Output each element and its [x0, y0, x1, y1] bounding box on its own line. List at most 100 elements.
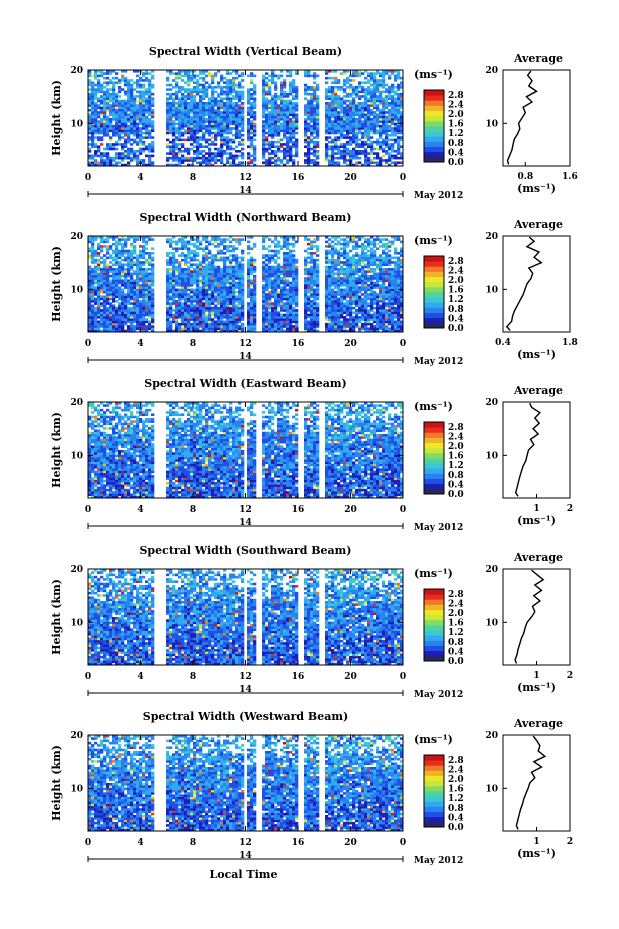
heatmap-cell	[136, 265, 140, 269]
heatmap-cell	[199, 83, 203, 87]
heatmap-cell	[88, 300, 92, 303]
heatmap-cell	[103, 272, 107, 276]
heatmap-cell	[232, 81, 236, 85]
heatmap-cell	[148, 122, 152, 126]
heatmap-cell	[289, 111, 293, 114]
heatmap-cell	[313, 76, 317, 80]
heatmap-cell	[103, 300, 107, 303]
heatmap-cell	[112, 76, 116, 80]
heatmap-cell	[118, 152, 122, 155]
heatmap-cell	[250, 293, 254, 296]
heatmap-cell	[334, 115, 338, 119]
heatmap-cell	[313, 97, 317, 101]
heatmap-cell	[217, 152, 221, 155]
heatmap-cell	[190, 281, 194, 285]
heatmap-cell	[178, 86, 182, 89]
heatmap-cell	[379, 115, 383, 119]
heatmap-cell	[316, 122, 320, 126]
heatmap-cell	[226, 156, 230, 160]
heatmap-cell	[400, 81, 404, 85]
heatmap-cell	[172, 256, 176, 260]
heatmap-cell	[169, 274, 173, 278]
heatmap-cell	[232, 272, 236, 276]
heatmap-cell	[91, 154, 95, 158]
heatmap-cell	[175, 258, 179, 262]
heatmap-cell	[274, 325, 278, 328]
heatmap-cell	[196, 309, 200, 312]
heatmap-cell	[169, 108, 173, 112]
heatmap-cell	[274, 95, 278, 98]
heatmap-cell	[250, 306, 254, 310]
heatmap-cell	[355, 131, 359, 135]
heatmap-cell	[283, 111, 287, 114]
heatmap-cell	[196, 268, 200, 271]
heatmap-cell	[217, 81, 221, 85]
heatmap-cell	[208, 108, 212, 112]
heatmap-cell	[106, 122, 110, 126]
heatmap-cell	[331, 161, 335, 165]
heatmap-cell	[223, 90, 227, 94]
heatmap-cell	[208, 72, 212, 75]
heatmap-cell	[226, 90, 230, 94]
heatmap-cell	[172, 261, 176, 264]
heatmap-cell	[229, 120, 233, 123]
heatmap-cell	[88, 236, 92, 239]
heatmap-cell	[262, 270, 266, 273]
heatmap-cell	[370, 131, 374, 135]
heatmap-cell	[187, 92, 191, 96]
heatmap-cell	[361, 120, 365, 123]
heatmap-cell	[103, 279, 107, 283]
heatmap-cell	[346, 108, 350, 112]
heatmap-cell	[217, 295, 221, 299]
heatmap-cell	[265, 279, 269, 283]
panel-2: Spectral Width (Northward Beam)1020Heigh…	[50, 211, 578, 367]
heatmap-cell	[286, 99, 290, 103]
heatmap-cell	[223, 327, 227, 331]
heatmap-cell	[112, 99, 116, 103]
heatmap-cell	[313, 145, 317, 149]
heatmap-cell	[328, 86, 332, 89]
heatmap-cell	[145, 240, 149, 244]
heatmap-cell	[172, 156, 176, 160]
heatmap-cell	[127, 152, 131, 155]
heatmap-cell	[370, 102, 374, 105]
heatmap-cell	[187, 277, 191, 280]
heatmap-cell	[124, 113, 128, 117]
heatmap-cell	[229, 138, 233, 142]
heatmap-cell	[355, 140, 359, 144]
heatmap-cell	[166, 277, 170, 280]
heatmap-cell	[211, 293, 215, 296]
heatmap-cell	[370, 90, 374, 94]
heatmap-cell	[196, 327, 200, 331]
heatmap-cell	[175, 152, 179, 155]
heatmap-cell	[109, 284, 113, 287]
heatmap-cell	[136, 111, 140, 114]
heatmap-cell	[346, 122, 350, 126]
heatmap-cell	[112, 270, 116, 273]
heatmap-cell	[277, 104, 281, 107]
heatmap-cell	[277, 304, 281, 308]
heatmap-cell	[208, 120, 212, 123]
heatmap-cell	[271, 122, 275, 126]
heatmap-cell	[283, 156, 287, 160]
heatmap-cell	[268, 163, 272, 167]
heatmap-cell	[397, 111, 401, 114]
heatmap-cell	[88, 316, 92, 319]
heatmap-cell	[175, 147, 179, 151]
heatmap-cell	[268, 254, 272, 257]
heatmap-cell	[136, 156, 140, 160]
heatmap-cell	[340, 102, 344, 105]
heatmap-cell	[388, 122, 392, 126]
heatmap-cell	[100, 163, 104, 167]
heatmap-cell	[142, 106, 146, 110]
heatmap-cell	[187, 97, 191, 101]
heatmap-cell	[376, 140, 380, 144]
heatmap-cell	[232, 249, 236, 253]
heatmap-cell	[334, 92, 338, 96]
heatmap-cell	[88, 327, 92, 331]
heatmap-cell	[400, 99, 404, 103]
heatmap-cell	[151, 316, 155, 319]
heatmap-cell	[334, 140, 338, 144]
heatmap-cell	[133, 245, 137, 248]
heatmap-cell	[382, 102, 386, 105]
